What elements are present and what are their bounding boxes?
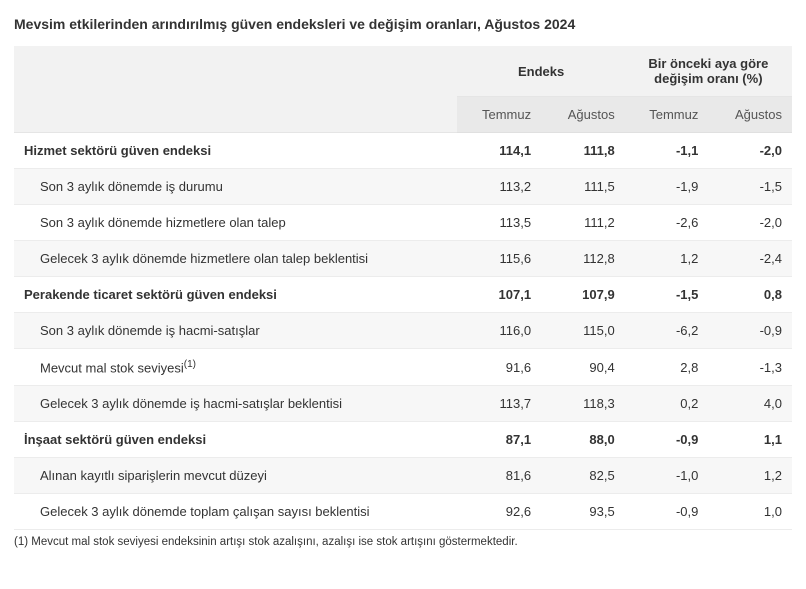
cell-value: -1,9: [625, 169, 709, 205]
row-label: Gelecek 3 aylık dönemde toplam çalışan s…: [14, 494, 457, 530]
header-group-degisim: Bir önceki aya göre değişim oranı (%): [625, 46, 792, 97]
cell-value: 1,2: [625, 241, 709, 277]
cell-value: 113,2: [457, 169, 541, 205]
cell-value: 93,5: [541, 494, 625, 530]
row-label: Alınan kayıtlı siparişlerin mevcut düzey…: [14, 458, 457, 494]
cell-value: 111,5: [541, 169, 625, 205]
cell-value: 4,0: [708, 386, 792, 422]
cell-value: 112,8: [541, 241, 625, 277]
row-label: Perakende ticaret sektörü güven endeksi: [14, 277, 457, 313]
cell-value: 1,0: [708, 494, 792, 530]
header-col-temmuz-2: Temmuz: [625, 97, 709, 133]
cell-value: 113,7: [457, 386, 541, 422]
cell-value: 0,8: [708, 277, 792, 313]
row-label: Son 3 aylık dönemde iş durumu: [14, 169, 457, 205]
table-row: İnşaat sektörü güven endeksi87,188,0-0,9…: [14, 422, 792, 458]
row-label: Son 3 aylık dönemde iş hacmi-satışlar: [14, 313, 457, 349]
cell-value: 115,6: [457, 241, 541, 277]
cell-value: 116,0: [457, 313, 541, 349]
cell-value: 2,8: [625, 349, 709, 386]
table-row: Gelecek 3 aylık dönemde toplam çalışan s…: [14, 494, 792, 530]
cell-value: 88,0: [541, 422, 625, 458]
cell-value: -1,5: [708, 169, 792, 205]
cell-value: 1,1: [708, 422, 792, 458]
cell-value: 90,4: [541, 349, 625, 386]
cell-value: 82,5: [541, 458, 625, 494]
page-title: Mevsim etkilerinden arındırılmış güven e…: [14, 16, 792, 32]
row-label: İnşaat sektörü güven endeksi: [14, 422, 457, 458]
table-row: Perakende ticaret sektörü güven endeksi1…: [14, 277, 792, 313]
table-body: Hizmet sektörü güven endeksi114,1111,8-1…: [14, 133, 792, 530]
header-col-temmuz-1: Temmuz: [457, 97, 541, 133]
table-row: Gelecek 3 aylık dönemde iş hacmi-satışla…: [14, 386, 792, 422]
cell-value: 0,2: [625, 386, 709, 422]
confidence-indices-table: Endeks Bir önceki aya göre değişim oranı…: [14, 46, 792, 530]
header-col-agustos-1: Ağustos: [541, 97, 625, 133]
row-label: Gelecek 3 aylık dönemde hizmetlere olan …: [14, 241, 457, 277]
cell-value: 118,3: [541, 386, 625, 422]
cell-value: -0,9: [625, 422, 709, 458]
footnote-ref: (1): [184, 359, 196, 370]
cell-value: 111,8: [541, 133, 625, 169]
cell-value: 114,1: [457, 133, 541, 169]
row-label: Hizmet sektörü güven endeksi: [14, 133, 457, 169]
header-blank: [14, 46, 457, 133]
cell-value: 107,9: [541, 277, 625, 313]
table-row: Son 3 aylık dönemde iş hacmi-satışlar116…: [14, 313, 792, 349]
cell-value: -1,3: [708, 349, 792, 386]
cell-value: 81,6: [457, 458, 541, 494]
cell-value: -1,1: [625, 133, 709, 169]
row-label: Mevcut mal stok seviyesi(1): [14, 349, 457, 386]
cell-value: 115,0: [541, 313, 625, 349]
footnote: (1) Mevcut mal stok seviyesi endeksinin …: [14, 536, 792, 548]
cell-value: 91,6: [457, 349, 541, 386]
cell-value: 87,1: [457, 422, 541, 458]
cell-value: 111,2: [541, 205, 625, 241]
header-col-agustos-2: Ağustos: [708, 97, 792, 133]
row-label: Son 3 aylık dönemde hizmetlere olan tale…: [14, 205, 457, 241]
cell-value: -1,5: [625, 277, 709, 313]
cell-value: -1,0: [625, 458, 709, 494]
cell-value: -2,0: [708, 133, 792, 169]
table-row: Son 3 aylık dönemde hizmetlere olan tale…: [14, 205, 792, 241]
cell-value: 92,6: [457, 494, 541, 530]
cell-value: 113,5: [457, 205, 541, 241]
table-row: Son 3 aylık dönemde iş durumu113,2111,5-…: [14, 169, 792, 205]
cell-value: 107,1: [457, 277, 541, 313]
row-label: Gelecek 3 aylık dönemde iş hacmi-satışla…: [14, 386, 457, 422]
cell-value: 1,2: [708, 458, 792, 494]
cell-value: -2,6: [625, 205, 709, 241]
table-row: Mevcut mal stok seviyesi(1)91,690,42,8-1…: [14, 349, 792, 386]
table-header: Endeks Bir önceki aya göre değişim oranı…: [14, 46, 792, 133]
cell-value: -2,0: [708, 205, 792, 241]
cell-value: -6,2: [625, 313, 709, 349]
cell-value: -0,9: [625, 494, 709, 530]
header-group-endeks: Endeks: [457, 46, 624, 97]
cell-value: -2,4: [708, 241, 792, 277]
table-row: Hizmet sektörü güven endeksi114,1111,8-1…: [14, 133, 792, 169]
table-row: Alınan kayıtlı siparişlerin mevcut düzey…: [14, 458, 792, 494]
cell-value: -0,9: [708, 313, 792, 349]
table-row: Gelecek 3 aylık dönemde hizmetlere olan …: [14, 241, 792, 277]
